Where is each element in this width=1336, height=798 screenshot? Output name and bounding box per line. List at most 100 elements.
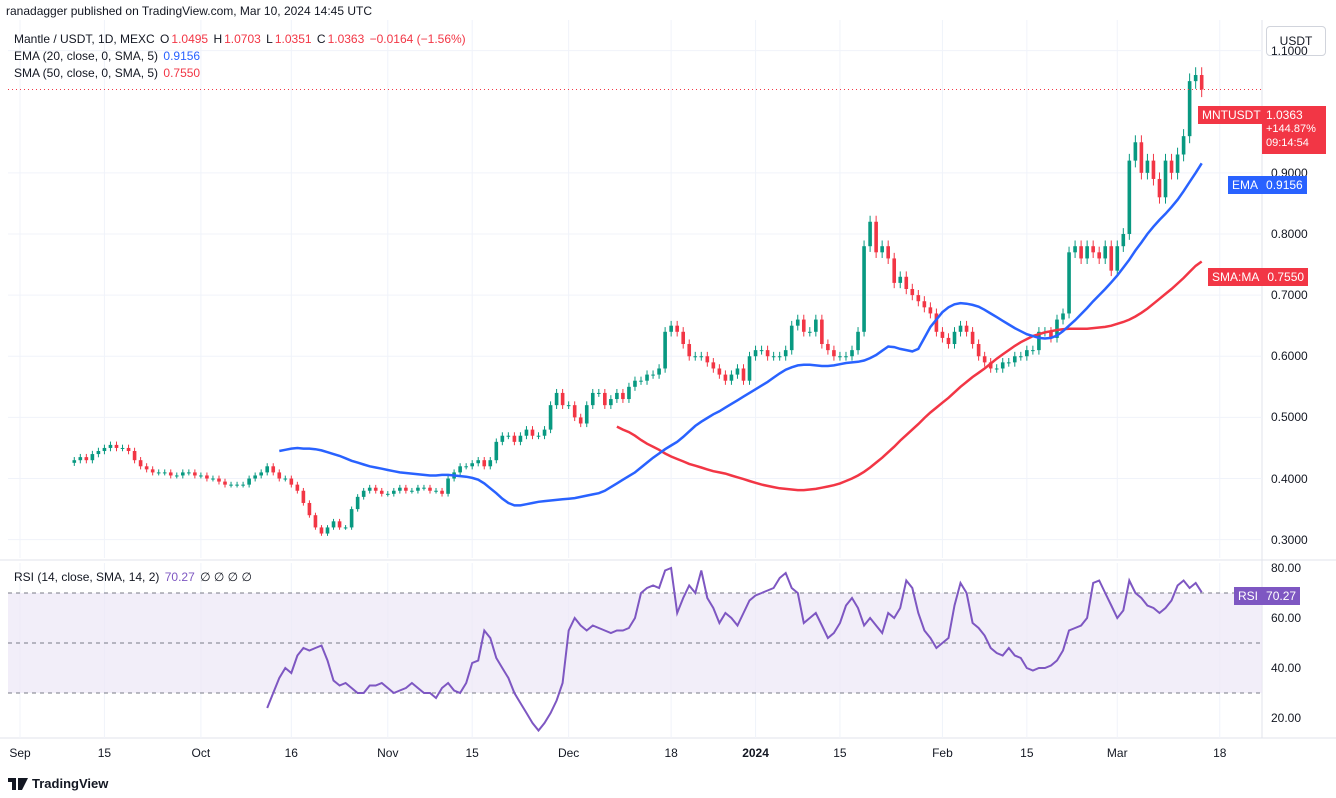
legend-rsi-label[interactable]: RSI (14, close, SMA, 14, 2)	[14, 570, 160, 584]
candle	[621, 388, 625, 403]
rsi-line	[266, 566, 1203, 733]
candle	[777, 351, 782, 361]
candle	[759, 345, 764, 355]
candle	[946, 333, 951, 349]
time-tick-label: 15	[465, 746, 479, 760]
candle-body	[367, 487, 372, 491]
candle-body	[1073, 246, 1077, 253]
candle-body	[844, 356, 848, 358]
candle	[1031, 345, 1035, 355]
currency-button[interactable]: USDT	[1266, 26, 1326, 56]
candle	[1025, 345, 1029, 361]
candle-body	[205, 475, 209, 479]
candle	[928, 302, 933, 319]
candle-body	[958, 325, 963, 332]
time-tick-label: 15	[1020, 746, 1034, 760]
candle	[108, 441, 113, 452]
legend-rsi: RSI (14, close, SMA, 14, 2) 70.27 ∅ ∅ ∅ …	[14, 570, 254, 584]
candle-body	[398, 487, 402, 491]
candle	[72, 457, 77, 466]
candle-body	[850, 350, 854, 357]
candle	[343, 525, 348, 530]
candle-body	[223, 481, 227, 485]
candle-body	[319, 527, 324, 534]
candle	[789, 320, 794, 355]
candle	[313, 512, 318, 530]
candle-body	[84, 457, 89, 461]
time-tick-label: 16	[284, 746, 298, 760]
candle-body	[1151, 160, 1156, 179]
sma-polyline	[616, 260, 1203, 492]
candle	[1037, 327, 1041, 355]
candle	[331, 518, 336, 530]
candle	[422, 484, 426, 491]
candle-body	[78, 457, 83, 461]
legend-h-value: 1.0703	[224, 32, 261, 46]
legend-symbol[interactable]: Mantle / USDT, 1D, MEXC	[14, 32, 155, 46]
price-tick-label: 0.5000	[1271, 410, 1308, 425]
candle	[1091, 240, 1095, 258]
candle-body	[548, 405, 553, 430]
legend-ema-value: 0.9156	[163, 49, 201, 63]
candle-body	[940, 331, 945, 338]
candle-body	[982, 356, 987, 363]
candle	[156, 469, 161, 476]
time-tick-label: Mar	[1106, 746, 1128, 760]
candle	[1000, 358, 1005, 373]
candle-body	[1145, 160, 1150, 173]
candle	[1012, 351, 1017, 367]
price-tick-label: 0.4000	[1271, 471, 1308, 486]
candle	[259, 469, 263, 479]
candle	[428, 484, 432, 494]
candle-body	[874, 221, 878, 253]
candle-body	[385, 493, 390, 495]
candle-body	[379, 490, 384, 494]
candle-body	[832, 350, 836, 357]
candle	[880, 240, 884, 258]
legend-ema-label[interactable]: EMA (20, close, 0, SMA, 5)	[14, 49, 159, 63]
candle	[1115, 240, 1120, 277]
legend-rsi-extra: ∅ ∅ ∅ ∅	[200, 570, 252, 584]
candle-body	[970, 331, 975, 345]
candle-body	[590, 392, 595, 406]
sma-tag-value: 0.7550	[1263, 268, 1309, 286]
candle	[295, 481, 300, 494]
candle	[168, 469, 173, 479]
candle-body	[512, 435, 517, 442]
legend-rsi-value: 70.27	[164, 570, 195, 584]
ema-line	[279, 162, 1203, 507]
candle-body	[994, 368, 999, 370]
candle	[180, 469, 185, 479]
sma-tag: SMA:MA 0.7550	[1208, 268, 1309, 286]
candle	[669, 320, 673, 337]
candle	[1133, 135, 1138, 168]
candle	[247, 475, 251, 488]
candle	[307, 500, 312, 518]
candle	[657, 364, 661, 379]
candle	[150, 466, 155, 476]
legend-sma-value: 0.7550	[163, 66, 201, 80]
candle	[988, 358, 993, 373]
candle	[795, 314, 800, 331]
candle-body	[765, 350, 770, 357]
candle	[699, 351, 704, 361]
tradingview-logo[interactable]: TradingView	[8, 776, 108, 791]
candle	[862, 240, 866, 337]
legend-sma-label[interactable]: SMA (50, close, 0, SMA, 5)	[14, 66, 159, 80]
candle	[1181, 129, 1186, 162]
price-tick-label: 0.3000	[1271, 532, 1308, 547]
time-tick-label: Nov	[377, 746, 399, 760]
candle-body	[199, 475, 203, 477]
candle-body	[651, 374, 655, 376]
candle	[765, 345, 770, 361]
candle	[373, 484, 378, 494]
candle	[114, 441, 119, 452]
candle-body	[928, 307, 933, 314]
candle-body	[211, 478, 215, 480]
candle	[361, 487, 366, 500]
candle-body	[506, 435, 511, 437]
candle-body	[886, 246, 890, 259]
candle	[910, 283, 915, 301]
candle-body	[301, 490, 306, 503]
